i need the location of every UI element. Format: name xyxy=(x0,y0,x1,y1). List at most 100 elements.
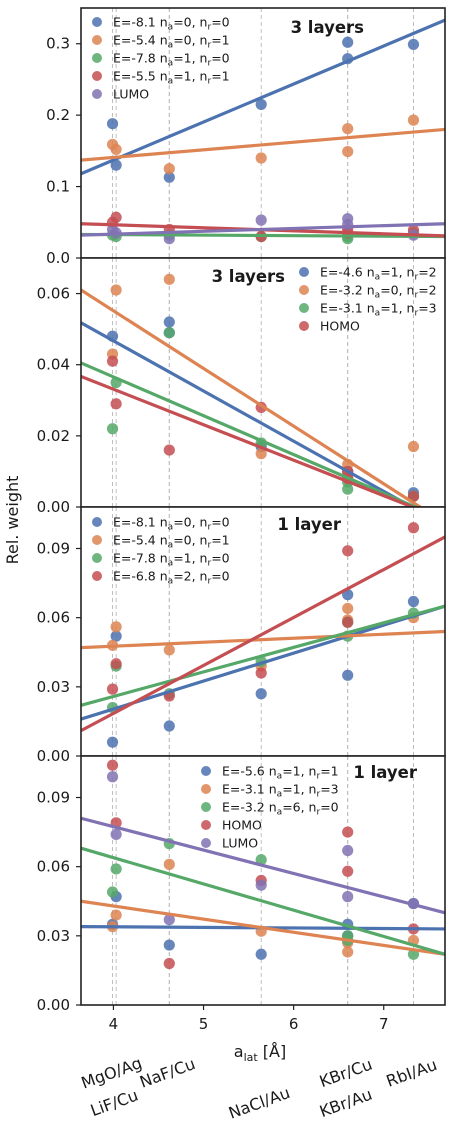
panel-title: 1 layer xyxy=(353,763,417,782)
legend: E=-8.1 na=0, nr=0E=-5.4 na=0, nr=1E=-7.8… xyxy=(92,15,230,102)
panel-2: 0.00 0.02 0.04 0.06 3 layers E=-4.6 na=1, nr=… xyxy=(37,257,446,516)
scatter-point xyxy=(163,914,175,926)
scatter-point xyxy=(407,38,420,51)
legend-label: HOMO xyxy=(222,818,262,833)
x-tick-label: 6 xyxy=(289,1015,299,1033)
panel-background xyxy=(81,258,445,507)
scatter-point xyxy=(110,909,122,921)
legend-marker xyxy=(92,89,102,99)
legend-marker xyxy=(201,820,211,830)
plot-area xyxy=(81,759,445,970)
panel-title: 1 layer xyxy=(277,515,341,534)
y-tick-label: 0.00 xyxy=(37,498,70,516)
legend-label: E=-8.1 na=0, nr=0 xyxy=(113,515,230,533)
scatter-point xyxy=(342,483,354,495)
legend-label: E=-3.2 na=6, nr=0 xyxy=(222,800,339,818)
fit-line xyxy=(81,899,445,956)
legend-marker xyxy=(92,35,102,45)
y-tick-label: 0.0 xyxy=(46,249,70,267)
substrate-labels: MgO/AgLiF/CuNaF/CuNaCl/AuKBr/CuKBr/AuRbI… xyxy=(79,1053,440,1123)
scatter-point xyxy=(342,669,354,681)
legend-label: E=-3.2 na=0, nr=2 xyxy=(320,283,437,301)
y-tick-label: 0.00 xyxy=(37,996,70,1014)
scatter-point xyxy=(255,152,267,164)
legend-marker xyxy=(92,17,102,27)
legend: E=-8.1 na=0, nr=0E=-5.4 na=0, nr=1E=-7.8… xyxy=(92,515,230,587)
y-tick-label: 0.03 xyxy=(37,927,70,945)
panel-background xyxy=(81,507,445,756)
y-tick-label: 0.02 xyxy=(37,427,70,445)
scatter-point xyxy=(110,398,122,410)
legend-marker xyxy=(92,53,102,63)
fit-line xyxy=(81,535,445,733)
fit-line xyxy=(81,604,445,707)
legend-marker xyxy=(92,517,102,527)
scatter-point xyxy=(106,771,119,783)
scatter-point xyxy=(163,316,175,328)
fit-line xyxy=(81,127,445,162)
fit-line xyxy=(81,846,445,956)
scatter-point xyxy=(163,957,175,970)
scatter-point xyxy=(342,826,354,838)
fit-line xyxy=(81,629,445,650)
legend-marker xyxy=(201,766,211,776)
scatter-point xyxy=(110,284,122,296)
scatter-point xyxy=(407,114,420,126)
scatter-point xyxy=(342,545,354,557)
y-tick-label: 0.09 xyxy=(37,540,70,558)
scatter-point xyxy=(163,163,175,175)
legend-marker xyxy=(92,535,102,545)
scatter-point xyxy=(163,273,175,285)
scatter-point xyxy=(110,658,122,670)
scatter-point xyxy=(106,736,119,748)
legend-label: E=-7.8 na=1, nr=0 xyxy=(113,51,230,69)
scatter-point xyxy=(255,688,267,700)
scatter-point xyxy=(106,759,119,771)
panel-3: 0.00 0.03 0.06 0.09 1 layer E=-8.1 na=0, nr=0… xyxy=(37,506,446,765)
y-axis-label: Rel. weight xyxy=(3,476,22,565)
x-axis-label: alat [Å] xyxy=(234,1042,286,1064)
scatter-point xyxy=(110,143,122,156)
scatter-point xyxy=(342,865,354,877)
legend-label: E=-5.6 na=1, nr=1 xyxy=(222,764,339,782)
scatter-point xyxy=(407,522,420,534)
scatter-point xyxy=(255,854,267,866)
scatter-point xyxy=(342,946,354,958)
scatter-point xyxy=(163,858,175,870)
legend-label: E=-5.4 na=0, nr=1 xyxy=(113,33,230,51)
scatter-point xyxy=(106,683,119,695)
scatter-point xyxy=(342,891,354,903)
legend-marker xyxy=(299,267,309,277)
scatter-point xyxy=(106,423,119,435)
x-tick-label: 7 xyxy=(379,1015,389,1033)
y-tick-label: 0.03 xyxy=(37,678,70,696)
substrate-label: NaF/Cu xyxy=(137,1054,198,1092)
fit-line xyxy=(81,222,445,237)
scatter-point xyxy=(163,720,175,732)
legend-label: HOMO xyxy=(320,319,360,334)
legend-label: E=-5.5 na=1, nr=1 xyxy=(113,69,230,87)
legend-marker xyxy=(201,784,211,794)
scatter-point xyxy=(110,621,122,633)
legend-label: E=-3.1 na=1, nr=3 xyxy=(222,782,339,800)
scatter-point xyxy=(255,948,267,960)
legend-label: LUMO xyxy=(222,836,258,851)
legend: E=-4.6 na=1, nr=2E=-3.2 na=0, nr=2E=-3.1… xyxy=(299,265,437,334)
scatter-point xyxy=(163,444,175,456)
scatter-point xyxy=(255,98,267,111)
legend-marker xyxy=(92,553,102,563)
scatter-point xyxy=(110,630,122,642)
substrate-label: RbI/Au xyxy=(384,1055,440,1091)
fit-line xyxy=(81,374,417,507)
scatter-point xyxy=(255,667,267,679)
scatter-point xyxy=(163,939,175,951)
y-tick-label: 0.06 xyxy=(37,858,70,876)
scatter-point xyxy=(163,644,175,656)
y-tick-label: 0.04 xyxy=(37,356,70,374)
y-tick-label: 0.3 xyxy=(46,35,70,53)
scatter-point xyxy=(342,602,354,615)
scatter-point xyxy=(106,886,119,898)
scatter-point xyxy=(106,355,119,367)
legend-marker xyxy=(201,838,211,848)
